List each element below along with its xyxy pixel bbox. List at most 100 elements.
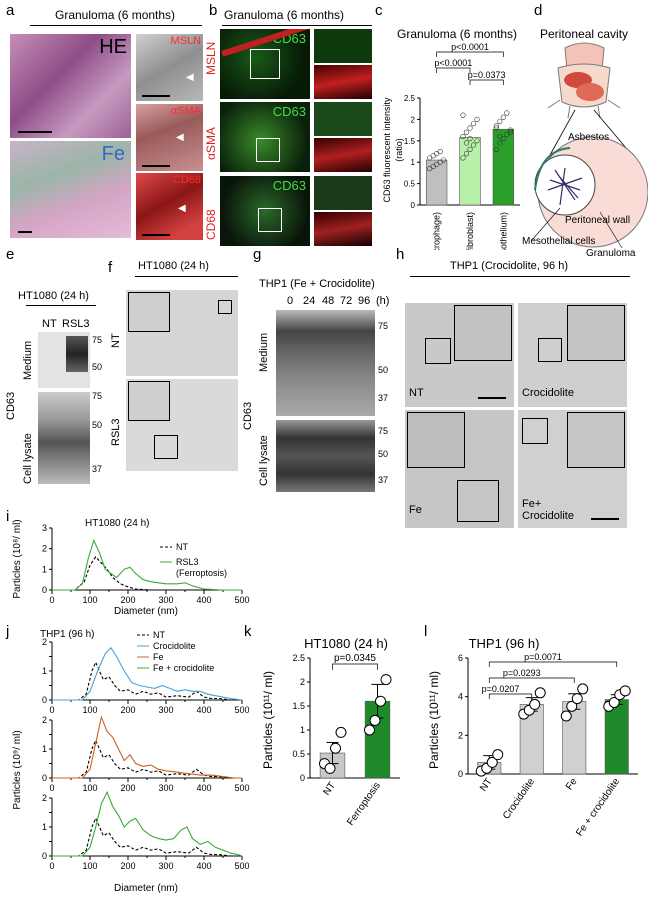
legend-label: NT — [153, 630, 165, 640]
data-point — [470, 121, 477, 127]
category-label: NT — [478, 776, 495, 793]
asma-label: αSMA — [170, 105, 201, 117]
asbestos-label: Asbestos — [568, 132, 609, 143]
marker: 37 — [92, 464, 103, 474]
data-point — [534, 687, 546, 699]
fe-label: Fe — [101, 143, 125, 165]
tem-h-crocidolite: Crocidolite — [518, 303, 627, 407]
y-tick-label: 2 — [42, 637, 47, 647]
mesothelium-line — [534, 147, 571, 191]
data-point — [474, 138, 480, 144]
data-point — [460, 133, 466, 140]
x-tick-label: 300 — [158, 595, 173, 605]
data-point — [474, 116, 480, 122]
significance-bracket — [488, 677, 575, 683]
x-tick-label: 200 — [120, 861, 135, 871]
medium-label: Medium — [22, 340, 34, 380]
x-tick-label: 500 — [234, 861, 249, 871]
y-tick-label: 0 — [42, 851, 47, 861]
p-value-label: p=0.0207 — [482, 684, 520, 694]
scale-bar — [18, 131, 52, 133]
data-point — [566, 700, 578, 712]
data-point — [463, 129, 470, 135]
y-tick-label: 1 — [42, 564, 47, 574]
y-axis-label: Particles (10¹¹/ ml) — [261, 671, 275, 769]
blot-g-lysate — [276, 420, 375, 492]
f-row-rsl3: RSL3 — [110, 418, 122, 446]
scale-bar — [142, 95, 170, 97]
msln-cd63-merge: CD63 — [220, 29, 310, 99]
marker: 37 — [378, 393, 389, 403]
marker: 50 — [378, 449, 389, 459]
y-tick-label: 2 — [458, 730, 463, 740]
y-tick-label: 1.5 — [404, 137, 416, 146]
time-24: 24 — [303, 295, 316, 307]
data-point — [529, 698, 541, 710]
msln-label: MSLN — [170, 35, 201, 47]
data-point — [330, 742, 341, 754]
cd68-cd63-merge: CD63 — [220, 176, 310, 246]
legend-label: Crocidolite — [153, 641, 196, 651]
data-point — [608, 696, 620, 708]
g-medium-label: Medium — [258, 332, 270, 372]
he-stain-image: HE — [10, 34, 131, 138]
x-tick-label: 300 — [158, 705, 173, 715]
y-tick-label: 1 — [300, 725, 305, 735]
data-point — [493, 125, 499, 131]
category-label: Fe + crocidolite — [574, 776, 622, 838]
panel-letter-f: f — [108, 259, 113, 276]
category-label: NT — [321, 780, 338, 797]
chart-k: HT1080 (24 h) 0 0.5 1 1.5 2 2.5 NT Ferroptosis Pa… — [261, 636, 400, 828]
h-label-nt: NT — [409, 387, 424, 399]
msln-stain-image: MSLN ◀ — [136, 34, 203, 101]
y-tick-label: 1 — [42, 822, 47, 832]
x-tick-label: 200 — [120, 595, 135, 605]
msln-zoom-green — [314, 29, 372, 63]
data-point — [507, 127, 513, 133]
asbestos-fiber-icon — [547, 167, 583, 206]
x-tick-label: 500 — [234, 705, 249, 715]
y-tick-label: 0 — [42, 773, 47, 783]
p-value-label: p=0.0071 — [524, 652, 562, 662]
panel-h-title: THP1 (Crocidolite, 96 h) — [450, 260, 568, 272]
cd63-axis-label: CD63 — [5, 391, 17, 420]
tem-h-nt: NT — [405, 303, 514, 407]
x-tick-label: 500 — [234, 595, 249, 605]
y-tick-label: 0 — [411, 201, 416, 210]
p-value-label: p=0.0373 — [468, 70, 506, 80]
panel-letter-g: g — [253, 246, 262, 263]
data-point — [497, 133, 503, 140]
data-point — [497, 140, 503, 146]
data-point — [560, 710, 572, 722]
x-axis-label: Diameter (nm) — [114, 883, 178, 894]
chart-title: HT1080 (24 h) — [85, 518, 149, 529]
h-label-crocidolite: Crocidolite — [522, 387, 574, 399]
y-tick-label: 0 — [42, 585, 47, 595]
y-tick-label: 0.5 — [404, 180, 416, 189]
y-tick-label: 2.5 — [292, 653, 305, 663]
x-tick-label: 100 — [82, 861, 97, 871]
granuloma-label: Granuloma — [586, 248, 636, 259]
scale-bar — [18, 231, 32, 233]
panel-letter-h: h — [396, 246, 405, 263]
lysate-label: Cell lysate — [22, 433, 34, 484]
x-tick-label: 500 — [234, 783, 249, 793]
panel-b-title: Granuloma (6 months) — [224, 8, 345, 22]
legend-label: Fe — [153, 652, 164, 662]
y-tick-label: 3 — [42, 523, 47, 533]
series-line — [52, 538, 242, 591]
y-tick-label: 2 — [300, 677, 305, 687]
legend-label: (Ferroptosis) — [176, 568, 227, 578]
panel-g-title: THP1 (Fe + Crocidolite) — [259, 278, 375, 290]
blot-g-medium — [276, 310, 375, 416]
cd68-zoom-red — [314, 212, 372, 246]
mesothelial-cells-label: Mesothelial cells — [522, 236, 596, 247]
data-point — [500, 114, 506, 120]
chart-i: 0 1 2 3 0 100 200 300 400 500 HT1080 (24 h) Diamete… — [12, 518, 250, 617]
marker: 50 — [92, 420, 103, 430]
data-point — [507, 129, 513, 135]
cd68-stain-image: CD68 ◀ — [136, 173, 203, 240]
y-tick-label: 1.5 — [292, 701, 305, 711]
p-value-label: p<0.0001 — [451, 42, 489, 52]
